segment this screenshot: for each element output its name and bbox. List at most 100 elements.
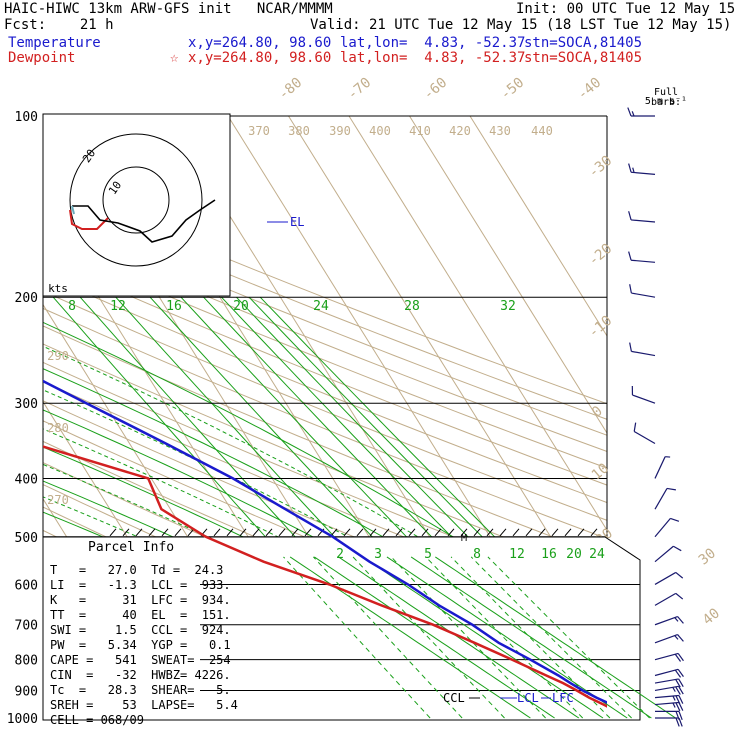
wind-barb — [633, 422, 656, 445]
freezing-hatch — [369, 528, 377, 537]
parcel-info-title: Parcel Info — [88, 540, 175, 555]
mixing-ratio-line-lower — [487, 556, 650, 719]
wind-barb-half — [672, 687, 676, 692]
wind-barb-staff — [654, 488, 668, 510]
dewpoint-legend-label: Dewpoint — [8, 50, 76, 66]
hodograph-lowlevel-segment — [69, 209, 109, 230]
m-label: M — [461, 533, 467, 544]
wind-barb-staff — [633, 431, 656, 445]
wind-barb-flag — [677, 668, 684, 677]
wind-barb-flag — [677, 634, 684, 642]
pressure-label: 1000 — [7, 712, 38, 727]
dewpoint-latlon: lat,lon= 4.83, -52.37 — [340, 50, 526, 66]
mixing-ratio-label: 24 — [313, 299, 329, 314]
mixing-ratio-line-lower — [470, 556, 632, 719]
pressure-label: 200 — [15, 291, 38, 306]
wind-barb — [631, 386, 656, 404]
wind-barb-half — [632, 167, 635, 173]
pressure-label: 400 — [15, 472, 38, 487]
pressure-label: 900 — [15, 684, 38, 699]
mixing-ratio-label-lower: 24 — [589, 547, 605, 562]
freezing-hatch — [499, 528, 507, 537]
parcel-info-row: SREH = 53 LAPSE= 5.4 — [50, 698, 238, 712]
mixing-ratio-label: 8 — [68, 299, 76, 314]
wind-barb-flag — [675, 711, 680, 721]
wind-barb-staff — [631, 171, 656, 175]
wind-barb — [655, 710, 683, 721]
hodograph-ring-20 — [69, 133, 203, 267]
freezing-hatch — [577, 528, 585, 537]
barb-legend-line1: Full barb: — [650, 87, 682, 108]
wind-barb — [655, 717, 683, 727]
mixing-ratio-label: 32 — [500, 299, 516, 314]
freezing-hatch — [434, 528, 442, 537]
freezing-hatch — [564, 528, 572, 537]
parcel-info-row: CELL = 068/09 — [50, 713, 144, 727]
moist-adiabat-lower — [410, 556, 652, 719]
wind-barb-flag — [627, 107, 632, 117]
temperature-xy: x,y=264.80, 98.60 — [188, 35, 332, 51]
wind-barb-flag — [675, 679, 681, 688]
wind-barb-flag — [675, 686, 681, 695]
isotherm-line — [469, 115, 607, 337]
wind-barb — [654, 652, 684, 662]
freezing-hatch — [447, 528, 455, 537]
wind-barb-flag — [674, 653, 682, 662]
freezing-hatch — [590, 528, 598, 537]
wind-barb-flag — [675, 717, 680, 727]
star-icon: ☆ — [170, 50, 179, 66]
freezing-hatch — [135, 528, 143, 537]
wind-barb-staff — [654, 615, 678, 626]
dry-adiabat — [43, 225, 607, 453]
wind-barb — [654, 571, 684, 585]
mixing-ratio-label-lower: 20 — [566, 547, 582, 562]
wind-barb-staff — [654, 668, 679, 677]
moist-adiabat-lower — [338, 556, 580, 719]
wind-barb — [654, 592, 684, 606]
dewpoint-station: stn=SOCA,81405 — [524, 50, 643, 66]
wind-barb-flag — [675, 702, 681, 712]
freezing-hatch — [278, 528, 286, 537]
freezing-hatch — [356, 528, 364, 537]
mixing-ratio-label: 16 — [166, 299, 182, 314]
theta-label: 410 — [409, 124, 431, 138]
hodograph: 10 20 kts — [48, 114, 231, 296]
isotherm-label: -40 — [575, 75, 605, 104]
dewpoint-xy: x,y=264.80, 98.60 — [188, 50, 332, 66]
freezing-hatch — [213, 528, 221, 537]
wind-barb-staff — [631, 219, 656, 223]
freezing-hatch — [486, 528, 494, 537]
freezing-hatch — [421, 528, 429, 537]
theta-label: 290 — [47, 349, 69, 363]
wind-barb-staff — [654, 592, 677, 606]
parcel-info-panel — [42, 536, 641, 721]
pressure-label: 500 — [15, 531, 38, 546]
temperature-station: stn=SOCA,81405 — [524, 35, 643, 51]
freezing-hatch — [265, 528, 273, 537]
dry-adiabat — [43, 257, 607, 486]
dry-adiabat — [43, 210, 607, 436]
barb-legend-line2: 5 m s⁻¹ — [644, 96, 688, 107]
theta-label: 270 — [47, 493, 69, 507]
freezing-hatch — [343, 528, 351, 537]
wind-barb-staff — [631, 350, 656, 357]
temperature-latlon: lat,lon= 4.83, -52.37 — [340, 35, 526, 51]
hodograph-ring-10 — [102, 166, 170, 234]
wind-barb — [629, 342, 656, 357]
freezing-hatch — [226, 528, 234, 537]
wind-barb — [628, 251, 656, 263]
temperature-legend-label: Temperature — [8, 35, 101, 51]
wind-barb-flag — [628, 251, 632, 261]
dry-adiabat — [43, 195, 607, 420]
freezing-hatch — [525, 528, 533, 537]
mixing-ratio-line-lower — [352, 556, 505, 719]
parcel-info-row: CAPE = 541 SWEAT= 254 — [50, 653, 231, 667]
hodograph-units: kts — [48, 282, 68, 295]
freezing-hatch — [109, 528, 117, 537]
dry-adiabat — [43, 181, 607, 405]
wind-barb-flag — [673, 545, 682, 552]
wind-barb-flag — [670, 517, 680, 522]
wind-barb-flag — [629, 284, 632, 294]
hodograph-ring-label: 20 — [80, 147, 98, 165]
mixing-ratio-label-lower: 16 — [541, 547, 557, 562]
